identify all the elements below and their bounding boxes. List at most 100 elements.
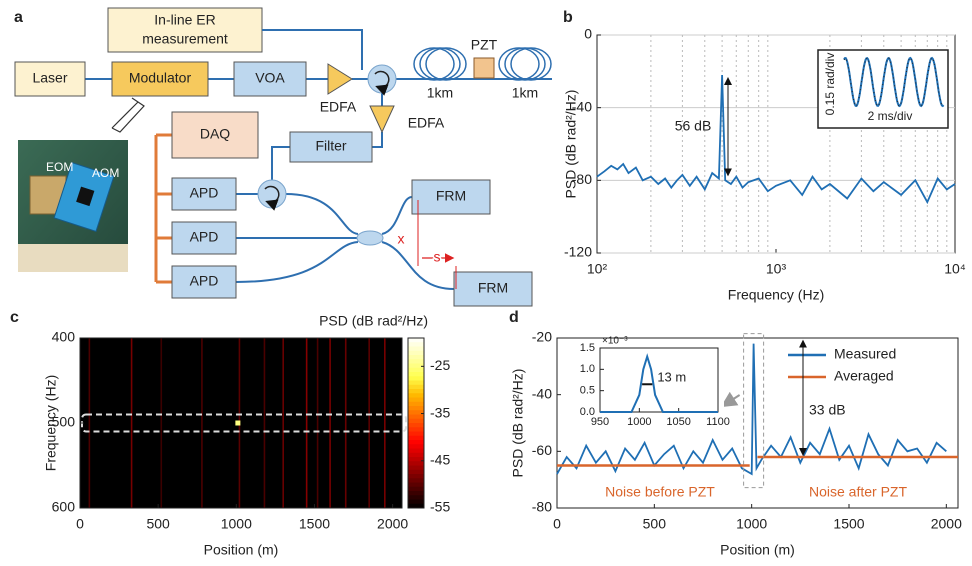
annotation: 56 dB	[675, 118, 712, 134]
laser-box	[14, 61, 86, 97]
y-tick-label: 500	[52, 414, 76, 430]
colorbar-cell	[408, 431, 424, 437]
colorbar-cell	[408, 486, 424, 492]
colorbar-cell	[408, 474, 424, 479]
y-axis-label: PSD (dB rad²/Hz)	[563, 90, 579, 199]
colorbar-cell	[408, 457, 424, 462]
fiber	[85, 29, 552, 290]
inset-line	[600, 353, 718, 413]
y-tick-label: 0	[584, 26, 592, 42]
er-label: In-line ER	[154, 12, 215, 28]
x-tick-label: 1050	[666, 416, 690, 428]
fiber-label: 1km	[512, 85, 538, 101]
colorbar-cell	[408, 376, 424, 381]
colorbar-cell	[408, 397, 424, 403]
colorbar-tick-label: -45	[430, 451, 450, 467]
colorbar-cell	[408, 350, 424, 356]
inset-x-label: 2 ms/div	[868, 109, 913, 123]
legend-label: Measured	[834, 346, 896, 362]
colorbar-cell	[408, 478, 424, 483]
x-tick-label: 500	[146, 516, 170, 532]
heat-streak	[344, 338, 347, 508]
plot-frame	[556, 337, 959, 509]
x-tick-label: 1500	[833, 516, 864, 532]
circulator	[257, 179, 287, 209]
er-box	[107, 7, 263, 53]
colorbar-cell	[408, 401, 424, 407]
spacing-guide	[417, 200, 457, 289]
heat-streak	[316, 338, 319, 508]
spectrum-line	[596, 74, 956, 205]
x-tick-label: 500	[643, 516, 667, 532]
y-tick-label: 600	[52, 499, 76, 515]
y-tick-label: -20	[532, 329, 552, 345]
x-tick-label: 1000	[221, 516, 252, 532]
x-tick-label: 2000	[931, 516, 962, 532]
heat-streak	[368, 338, 370, 508]
legend-label: Averaged	[834, 368, 894, 384]
daq-label: DAQ	[200, 126, 230, 142]
colorbar-cell	[408, 355, 424, 360]
filter-box	[289, 131, 373, 163]
frm-label: FRM	[478, 280, 508, 296]
circulator-arrow	[374, 70, 390, 96]
er-label: measurement	[142, 31, 228, 47]
colorbar-tick-label: -55	[430, 499, 450, 515]
x-tick-label: 1500	[299, 516, 330, 532]
pzt	[473, 57, 495, 79]
pzt-label: PZT	[471, 37, 498, 53]
heat-streak	[160, 338, 163, 508]
x-tick-label: 950	[591, 416, 609, 428]
fiber-coil	[413, 47, 552, 81]
colorbar-cell	[408, 491, 424, 496]
colorbar-cell	[408, 465, 424, 471]
circulator-arrow	[264, 185, 280, 211]
inset-multiplier: ×10⁻³	[602, 336, 628, 347]
x-axis-label: Position (m)	[204, 542, 279, 558]
colorbar-cell	[408, 469, 424, 475]
colorbar-cell	[408, 372, 424, 377]
apd-box	[171, 265, 237, 299]
laser-label: Laser	[32, 70, 67, 86]
heat-streak	[88, 338, 91, 508]
filter-label: Filter	[315, 138, 346, 154]
colorbar-cell	[408, 380, 424, 386]
photo-label: AOM	[92, 166, 119, 180]
coupler	[356, 230, 384, 246]
apd-box	[171, 177, 237, 211]
x-axis-label: Position (m)	[720, 542, 795, 558]
width-label: 13 m	[657, 370, 686, 385]
y-tick-label: -80	[572, 171, 592, 187]
colorbar-cell	[408, 363, 424, 369]
pointer-arrow	[720, 391, 741, 408]
y-axis-label: Frequency (Hz)	[43, 375, 59, 471]
highlight-box	[743, 333, 765, 489]
x-tick-label: 2000	[377, 516, 408, 532]
annotation: Noise before PZT	[605, 484, 715, 500]
colorbar-cell	[408, 393, 424, 398]
fiber-label: 1km	[427, 85, 453, 101]
heat-spot	[235, 420, 241, 426]
colorbar-cell	[408, 427, 424, 432]
annotation: Noise after PZT	[809, 484, 907, 500]
y-tick-label: 0.5	[580, 385, 595, 397]
inset-fit	[843, 57, 944, 107]
y-tick-label: -60	[532, 442, 552, 458]
colorbar-tick-label: -25	[430, 357, 450, 373]
colorbar-cell	[408, 346, 424, 352]
photo-label: EOM	[46, 160, 73, 174]
heat-streak	[130, 338, 133, 508]
heat-streak	[305, 338, 308, 508]
colorbar-cell	[408, 418, 424, 424]
y-tick-label: -40	[572, 98, 592, 114]
colorbar-cell	[408, 414, 424, 420]
circulator	[367, 64, 397, 94]
panel-label: a	[14, 9, 23, 26]
colorbar-cell	[408, 359, 424, 364]
panel-label: c	[10, 309, 19, 326]
x-tick-label: 10³	[766, 261, 787, 277]
edfa	[327, 63, 353, 95]
colorbar-cell	[408, 435, 424, 441]
colorbar-cell	[408, 342, 424, 347]
